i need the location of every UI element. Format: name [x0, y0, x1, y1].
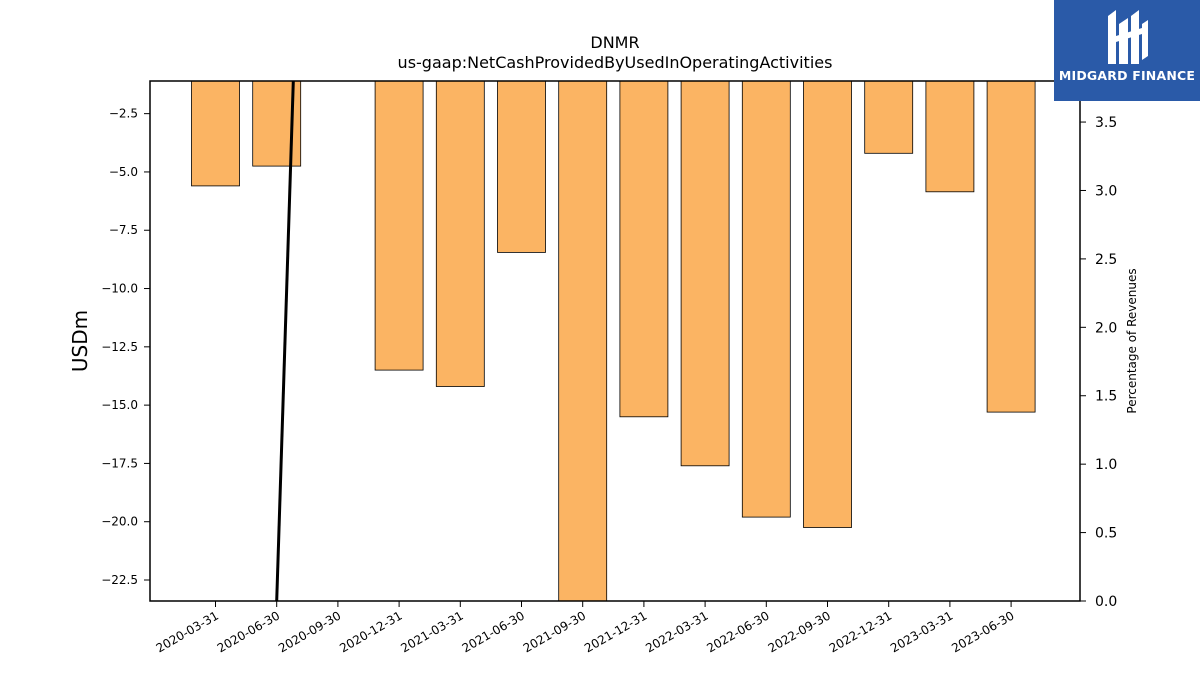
bar-2023-03-31: [925, 80, 975, 193]
chart-subtitle: us-gaap:NetCashProvidedByUsedInOperating…: [398, 53, 833, 72]
y2-tick-label: 2.5: [1095, 252, 1117, 268]
bar-2020-03-31: [191, 80, 240, 187]
y2-tick-label: 0.0: [1095, 594, 1117, 610]
midgard-finance-logo: MIDGARD FINANCE: [1054, 0, 1200, 101]
x-ticks-group: 2020-03-312020-06-302020-09-302020-12-31…: [154, 601, 1017, 655]
x-tick-label: 2021-12-31: [582, 608, 649, 655]
percentage-line: [275, 81, 295, 601]
x-tick-label: 2023-03-31: [888, 608, 955, 655]
y2-tick-label: 2.0: [1095, 320, 1117, 336]
y2-axis-label: Percentage of Revenues: [1125, 268, 1139, 413]
bar-2021-06-30: [497, 80, 546, 253]
x-tick-label: 2021-09-30: [521, 608, 588, 655]
bar-2022-12-31: [864, 80, 914, 154]
bar-2022-06-30: [741, 80, 791, 518]
y2-tick-label: 1.0: [1095, 457, 1117, 473]
x-tick-label: 2022-12-31: [827, 608, 894, 655]
plot-frame: [149, 80, 1081, 602]
y-tick-label: −2.5: [109, 107, 138, 121]
x-tick-label: 2020-03-31: [154, 608, 221, 655]
bar-2022-09-30: [803, 80, 852, 528]
bar-2022-03-31: [680, 80, 730, 467]
x-tick-label: 2020-12-31: [337, 608, 404, 655]
bar-2021-03-31: [435, 80, 485, 387]
x-tick-label: 2023-06-30: [949, 608, 1016, 655]
y2-ticks-group: 0.0 0.5 1.0 1.5 2.0 2.5 3.0 3.5: [1080, 115, 1117, 610]
x-tick-label: 2022-06-30: [704, 608, 771, 655]
bar-2021-09-30: [558, 80, 608, 602]
y-tick-label: −12.5: [101, 340, 138, 354]
y-ticks-group: −2.5 −5.0 −7.5 −10.0 −12.5 −15.0 −17.5 −20.0 −22…: [101, 107, 150, 587]
lines-group: [275, 81, 295, 601]
bar-2023-06-30: [986, 80, 1036, 413]
x-tick-label: 2021-03-31: [398, 608, 465, 655]
bar-2020-12-31: [374, 80, 424, 371]
y2-tick-label: 1.5: [1095, 389, 1117, 405]
y-tick-label: −5.0: [109, 165, 138, 179]
x-tick-label: 2020-09-30: [276, 608, 343, 655]
y2-tick-label: 3.5: [1095, 115, 1117, 131]
chart-title: DNMR: [590, 33, 639, 52]
y-tick-label: −7.5: [109, 223, 138, 237]
y2-tick-label: 0.5: [1095, 526, 1117, 542]
logo-text: MIDGARD FINANCE: [1058, 68, 1196, 83]
x-tick-label: 2022-03-31: [643, 608, 710, 655]
y-tick-label: −15.0: [101, 398, 138, 412]
x-tick-label: 2020-06-30: [215, 608, 282, 655]
x-tick-label: 2022-09-30: [766, 608, 833, 655]
bar-2021-12-31: [619, 80, 669, 418]
y-axis-label: USDm: [68, 310, 92, 372]
y-tick-label: −10.0: [101, 282, 138, 296]
y2-tick-label: 3.0: [1095, 183, 1117, 199]
midgard-logo-icon: [1108, 10, 1148, 64]
y-tick-label: −17.5: [101, 456, 138, 470]
y-tick-label: −20.0: [101, 515, 138, 529]
bars-group: [191, 80, 1036, 602]
y-tick-label: −22.5: [101, 573, 138, 587]
x-tick-label: 2021-06-30: [460, 608, 527, 655]
